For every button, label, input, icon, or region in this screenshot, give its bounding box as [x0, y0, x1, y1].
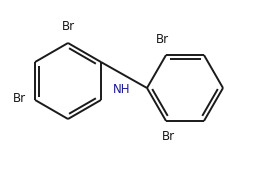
Text: Br: Br [61, 20, 75, 33]
Text: Br: Br [161, 130, 174, 143]
Text: Br: Br [13, 93, 26, 105]
Text: NH: NH [113, 83, 131, 96]
Text: Br: Br [155, 33, 168, 46]
